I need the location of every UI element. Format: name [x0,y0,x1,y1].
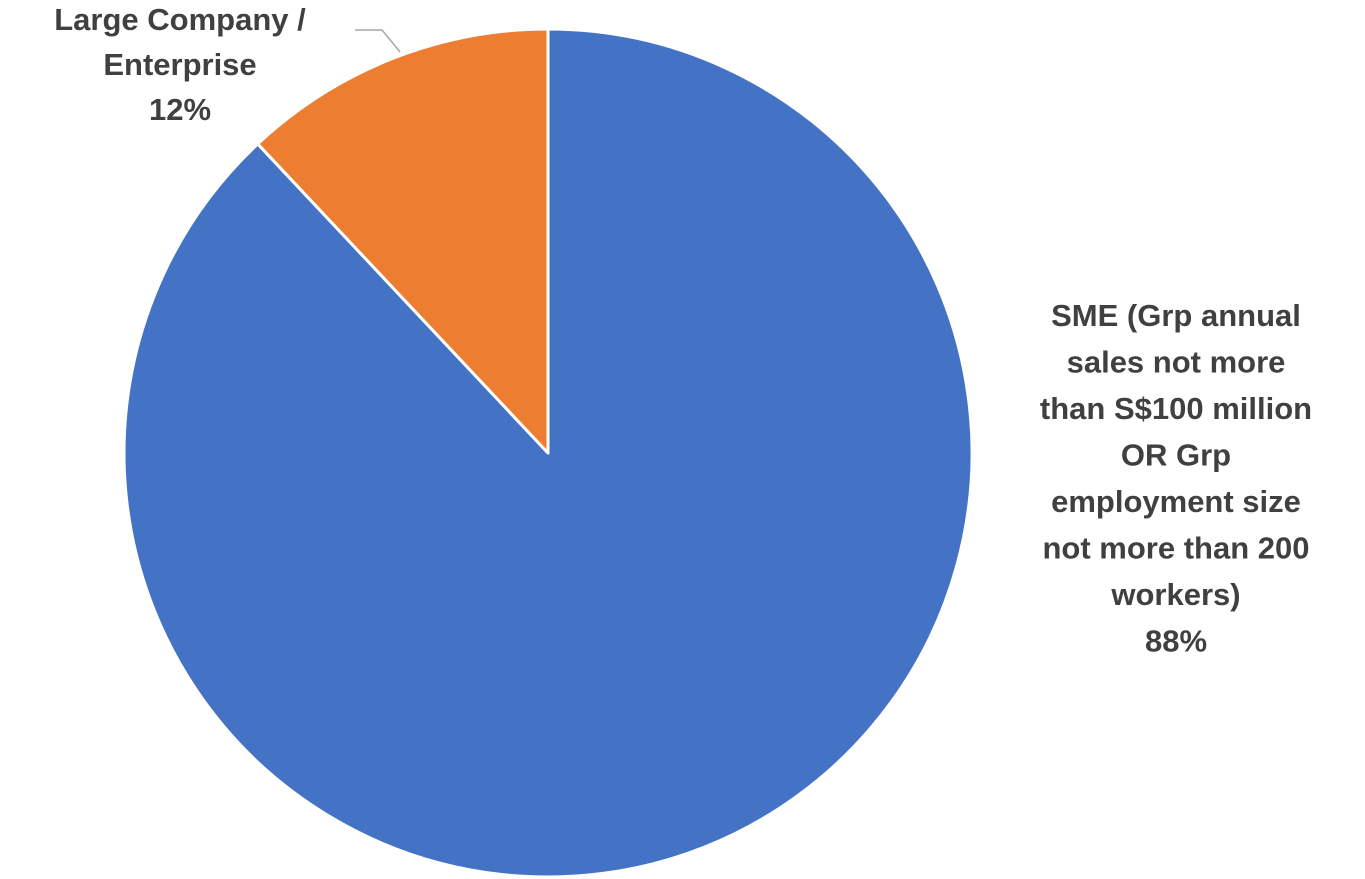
data-labels-group: SME (Grp annual sales not more than S$100 … [54,2,1312,659]
data-label-line: workers) [1110,577,1240,612]
data-label-line: 88% [1145,624,1207,659]
data-label-large-company: Large Company / Enterprise 12% [54,2,306,127]
data-label-line: employment size [1051,484,1301,519]
leader-line-large-company [355,29,401,53]
data-label-sme: SME (Grp annual sales not more than S$100 … [1040,298,1312,659]
data-label-line: SME (Grp annual [1051,298,1301,333]
leader-lines-group [355,29,401,53]
data-label-line: not more than 200 [1043,531,1310,566]
data-label-line: sales not more [1067,345,1286,380]
data-label-line: Enterprise [103,47,256,82]
data-label-line: OR Grp [1121,438,1231,473]
pie-slice-large-company [256,27,550,455]
data-label-line: than S$100 million [1040,391,1312,426]
data-label-line: Large Company / [54,2,306,37]
data-label-line: 12% [149,92,211,127]
slices-group [122,27,974,879]
